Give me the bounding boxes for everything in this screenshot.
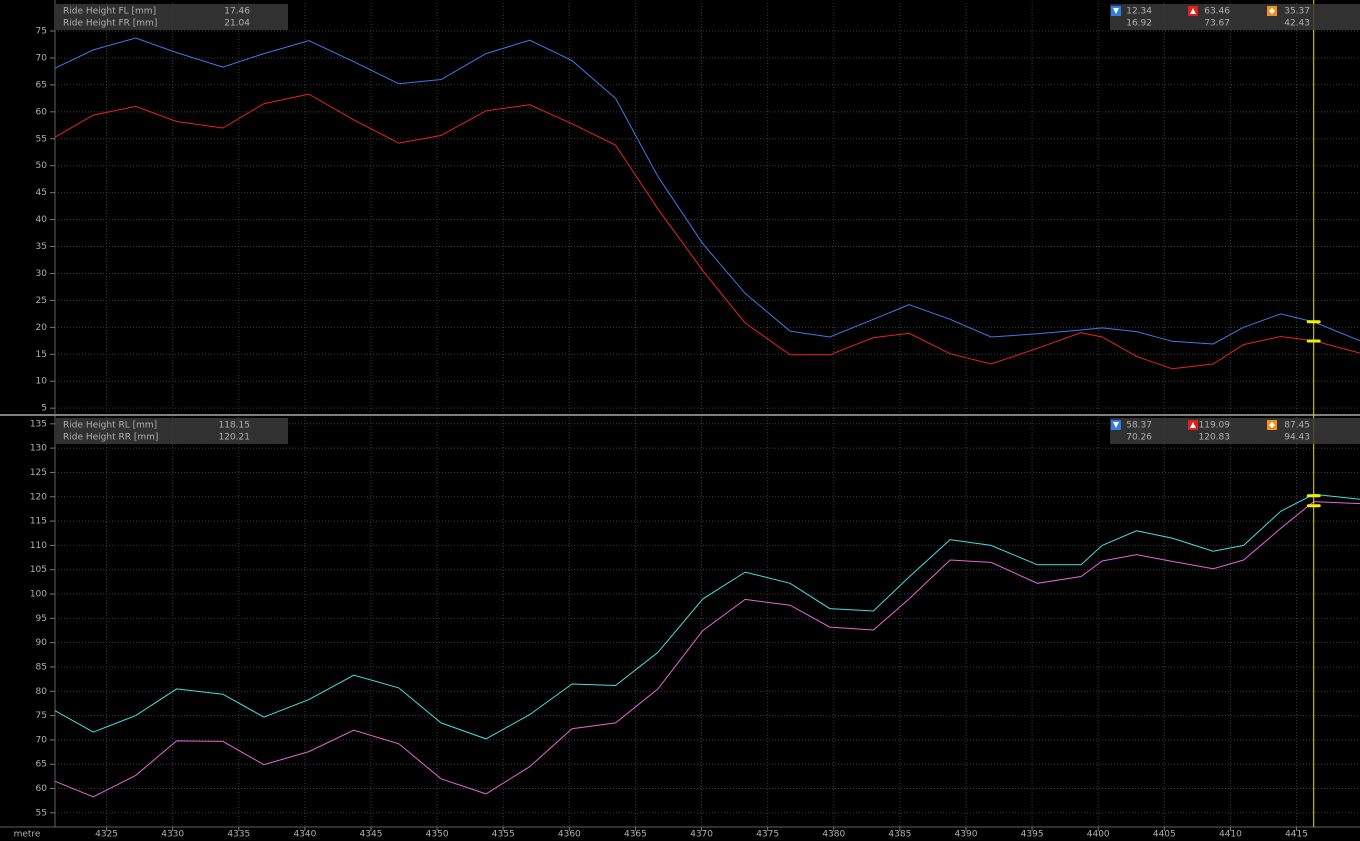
y-tick-label: 110 [30,541,47,551]
x-tick-label: 4410 [1219,830,1242,840]
avg-icon-glyph [1269,8,1275,14]
x-tick-label: 4330 [161,830,184,840]
x-tick-label: 4355 [492,830,515,840]
y-tick-label: 90 [36,638,48,648]
y-tick-label: 65 [36,760,47,770]
stat-min: 12.34 [1126,7,1152,17]
x-axis-label: metre [14,830,41,840]
y-tick-label: 135 [30,419,47,429]
y-tick-label: 60 [36,784,48,794]
y-tick-label: 120 [30,492,47,502]
y-tick-label: 40 [36,215,48,225]
series-line [54,93,1360,370]
stat-avg: 35.37 [1284,7,1310,17]
stat-min: 58.37 [1126,421,1152,431]
x-tick-label: 4370 [690,830,713,840]
x-tick-label: 4350 [426,830,449,840]
y-tick-label: 85 [36,662,47,672]
y-tick-label: 125 [30,468,47,478]
x-tick-label: 4335 [227,830,250,840]
series-line [54,37,1360,345]
legend-value: 17.46 [224,7,250,17]
stats-box [1110,4,1360,30]
y-tick-label: 70 [36,735,48,745]
legend-value: 118.15 [219,421,251,431]
x-tick-label: 4325 [95,830,118,840]
x-tick-label: 4400 [1087,830,1110,840]
stat-avg: 42.43 [1284,19,1310,29]
stat-max: 119.09 [1199,421,1231,431]
legend-box [56,418,288,444]
cursor-marker [1306,504,1321,508]
avg-icon-glyph [1269,422,1275,428]
stat-avg: 94.43 [1284,433,1310,443]
y-tick-label: 15 [36,350,47,360]
x-tick-label: 4345 [360,830,383,840]
y-tick-label: 115 [30,517,47,527]
y-tick-label: 65 [36,80,47,90]
legend-value: 21.04 [224,19,250,29]
cursor-marker [1306,339,1321,343]
x-tick-label: 4365 [624,830,647,840]
y-tick-label: 80 [36,687,48,697]
y-tick-label: 10 [36,377,48,387]
y-tick-label: 35 [36,242,47,252]
x-tick-label: 4380 [822,830,845,840]
series-line [54,501,1360,798]
y-tick-label: 70 [36,53,48,63]
min-icon-glyph [1113,422,1119,428]
y-tick-label: 45 [36,188,47,198]
stat-max: 120.83 [1199,433,1231,443]
stat-min: 70.26 [1126,433,1152,443]
x-tick-label: 4395 [1021,830,1044,840]
x-tick-label: 4360 [558,830,581,840]
stat-max: 63.46 [1204,7,1230,17]
legend-name: Ride Height FR [mm] [63,19,157,29]
legend-name: Ride Height RR [mm] [63,433,158,443]
y-tick-label: 25 [36,296,47,306]
y-tick-label: 50 [36,161,48,171]
legend-name: Ride Height FL [mm] [63,7,156,17]
y-tick-label: 5 [41,404,47,414]
y-tick-label: 75 [36,711,47,721]
stats-box [1110,418,1360,444]
y-tick-label: 100 [30,590,47,600]
y-tick-label: 105 [30,565,47,575]
legend-value: 120.21 [219,433,251,443]
max-icon-glyph [1190,422,1196,428]
y-tick-label: 55 [36,808,47,818]
max-icon-glyph [1190,8,1196,14]
x-tick-label: 4375 [756,830,779,840]
cursor-marker [1306,320,1321,324]
y-tick-label: 130 [30,444,47,454]
y-tick-label: 75 [36,27,47,37]
min-icon-glyph [1113,8,1119,14]
x-tick-label: 4415 [1285,830,1308,840]
x-tick-label: 4340 [293,830,316,840]
x-tick-label: 4390 [955,830,978,840]
x-tick-label: 4405 [1153,830,1176,840]
series-line [54,493,1360,740]
stat-max: 73.67 [1204,19,1230,29]
legend-name: Ride Height RL [mm] [63,421,157,431]
stat-min: 16.92 [1126,19,1152,29]
x-tick-label: 4385 [888,830,911,840]
y-tick-label: 60 [36,107,48,117]
stat-avg: 87.45 [1284,421,1310,431]
y-tick-label: 30 [36,269,48,279]
cursor-marker [1306,494,1321,498]
legend-box [56,4,288,30]
y-tick-label: 20 [36,323,48,333]
y-tick-label: 55 [36,134,47,144]
y-tick-label: 95 [36,614,47,624]
